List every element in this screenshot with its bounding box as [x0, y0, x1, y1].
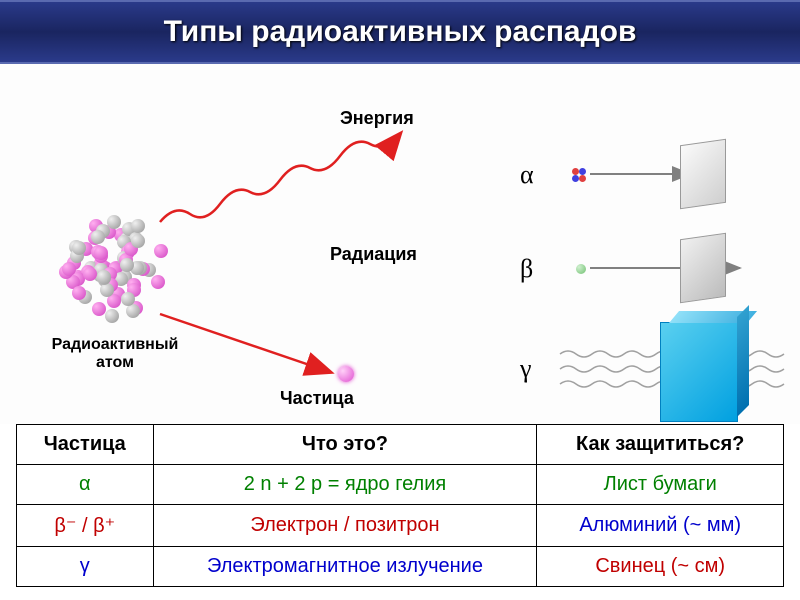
energy-label: Энергия	[340, 108, 414, 129]
cell-what: 2 n + 2 p = ядро гелия	[153, 465, 537, 505]
radiation-label: Радиация	[330, 244, 417, 265]
cell-what: Электрон / позитрон	[153, 505, 537, 547]
paper-barrier	[680, 139, 726, 209]
table-row: β⁻ / β⁺Электрон / позитронАлюминий (~ мм…	[17, 505, 784, 547]
diagram-area: Радиоактивный атом Энергия Радиация Част…	[0, 64, 800, 424]
cell-symbol: α	[17, 465, 154, 505]
cell-symbol: β⁻ / β⁺	[17, 505, 154, 547]
cell-what: Электромагнитное излучение	[153, 547, 537, 587]
col-shield: Как защититься?	[537, 425, 784, 465]
col-particle: Частица	[17, 425, 154, 465]
table-row: α2 n + 2 p = ядро гелияЛист бумаги	[17, 465, 784, 505]
beta-particle-icon	[576, 264, 586, 274]
decay-table: Частица Что это? Как защититься? α2 n + …	[16, 424, 784, 587]
particle-label-text: Частица	[280, 388, 354, 409]
cell-symbol: γ	[17, 547, 154, 587]
aluminum-barrier	[680, 233, 726, 303]
alpha-symbol: α	[520, 160, 534, 190]
lead-block-barrier	[660, 322, 738, 422]
emitted-particle-icon	[338, 366, 354, 382]
table-row: γЭлектромагнитное излучениеСвинец (~ см)	[17, 547, 784, 587]
alpha-particle-icon	[572, 168, 586, 182]
table-header-row: Частица Что это? Как защититься?	[17, 425, 784, 465]
page-title: Типы радиоактивных распадов	[164, 15, 637, 49]
col-what: Что это?	[153, 425, 537, 465]
beta-symbol: β	[520, 254, 533, 284]
title-bar: Типы радиоактивных распадов	[0, 0, 800, 64]
cell-shield: Лист бумаги	[537, 465, 784, 505]
cell-shield: Свинец (~ см)	[537, 547, 784, 587]
cell-shield: Алюминий (~ мм)	[537, 505, 784, 547]
gamma-symbol: γ	[520, 354, 532, 384]
